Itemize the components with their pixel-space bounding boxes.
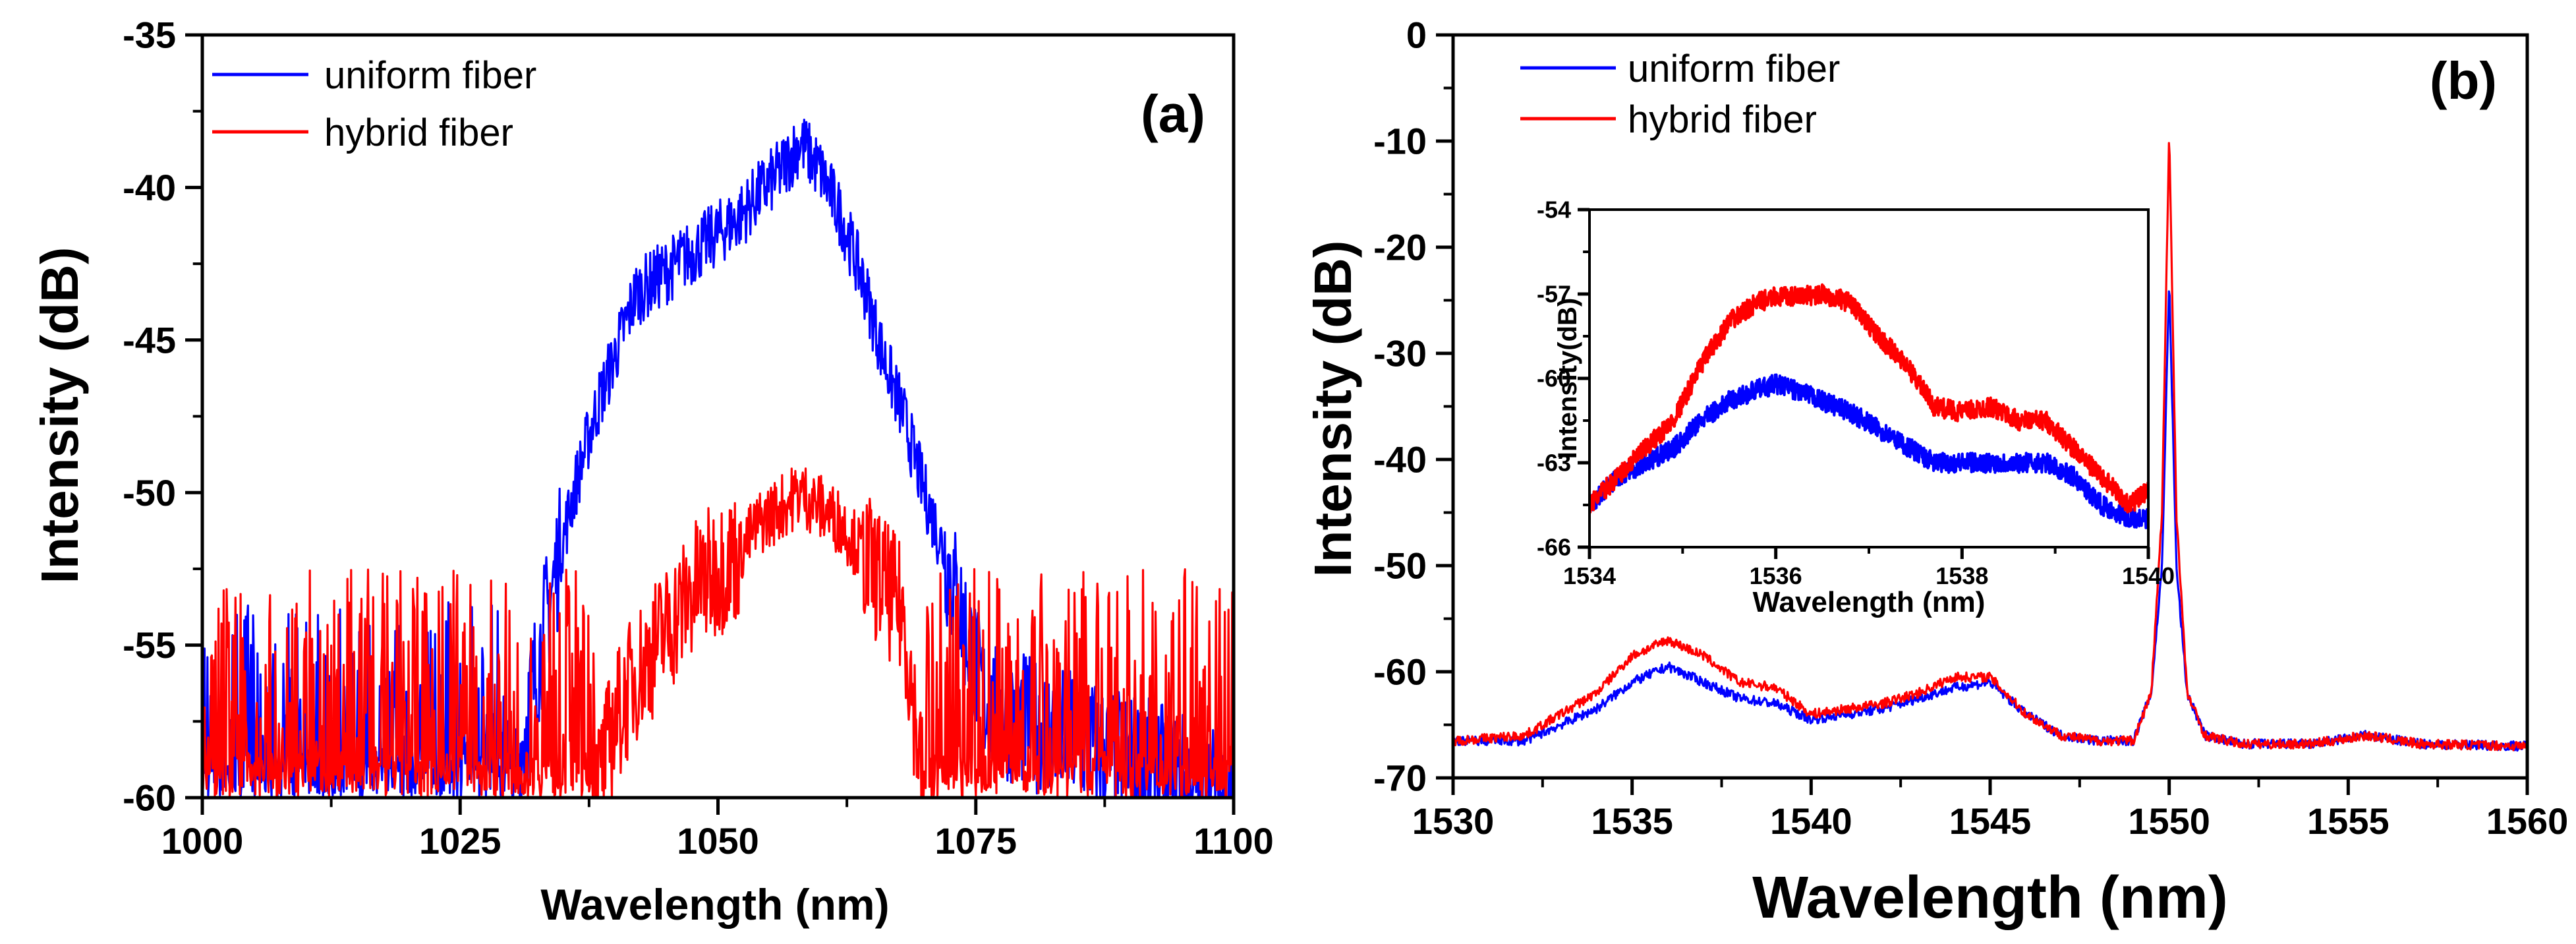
series-line-hybrid-fiber xyxy=(202,467,1234,798)
y-tick-label: -45 xyxy=(123,319,176,361)
inset-series xyxy=(1589,283,2148,529)
y-tick-label: -10 xyxy=(1373,121,1427,162)
x-tick-label: 1025 xyxy=(419,820,501,862)
panel-b-inset: -66 -63 -60 -57 -54 1534 1536 1538 1540 Wavelen… xyxy=(1537,196,2175,618)
panel-a-y-ticks: -60 -55 -50 -45 -40 -35 xyxy=(123,15,202,819)
panel-b-legend-uniform-label: uniform fiber xyxy=(1628,47,1840,90)
y-tick-label: -35 xyxy=(123,15,176,56)
panel-a-label: (a) xyxy=(1141,84,1205,143)
panel-a-legend-hybrid-label: hybrid fiber xyxy=(324,111,513,154)
panel-a-legend-uniform-label: uniform fiber xyxy=(324,54,536,97)
panel-b-series xyxy=(1453,142,2527,752)
series-line-uniform-fiber xyxy=(1589,373,2148,529)
x-tick-label: 1535 xyxy=(1591,800,1673,842)
panel-b-x-axis-title: Wavelength (nm) xyxy=(1752,865,2228,931)
inset-x-axis-title: Wavelength (nm) xyxy=(1753,586,1986,618)
y-tick-label: -54 xyxy=(1537,196,1571,223)
panel-b-label: (b) xyxy=(2430,51,2497,110)
y-tick-label: -30 xyxy=(1373,333,1427,374)
panel-a-legend: uniform fiber hybrid fiber xyxy=(212,54,536,154)
y-tick-label: -57 xyxy=(1537,281,1571,308)
y-tick-label: -50 xyxy=(1373,545,1427,587)
panel-a-x-axis-title: Wavelength (nm) xyxy=(540,880,889,929)
y-tick-label: 0 xyxy=(1406,15,1427,56)
x-tick-label: 1100 xyxy=(1193,820,1274,862)
y-tick-label: -60 xyxy=(1537,365,1571,392)
x-tick-label: 1550 xyxy=(2128,800,2210,842)
x-tick-label: 1530 xyxy=(1412,800,1495,842)
panel-b-legend-hybrid-label: hybrid fiber xyxy=(1628,98,1817,141)
y-tick-label: -40 xyxy=(123,167,176,208)
x-tick-label: 1538 xyxy=(1935,562,1988,589)
x-tick-label: 1536 xyxy=(1750,562,1802,589)
panel-b-y-axis-title: Intensity (dB) xyxy=(1303,240,1362,577)
panel-a-y-axis-title: Intensity (dB) xyxy=(30,247,89,583)
y-tick-label: -63 xyxy=(1537,450,1571,477)
y-tick-label: -60 xyxy=(123,777,176,819)
x-tick-label: 1545 xyxy=(1949,800,2032,842)
y-tick-label: -70 xyxy=(1373,757,1427,799)
x-tick-label: 1540 xyxy=(2122,562,2175,589)
inset-y-ticks: -66 -63 -60 -57 -54 xyxy=(1537,196,1589,561)
x-tick-label: 1560 xyxy=(2486,800,2569,842)
panel-a-series xyxy=(202,119,1234,798)
y-tick-label: -40 xyxy=(1373,439,1427,481)
panel-b-legend: uniform fiber hybrid fiber xyxy=(1520,47,1840,141)
inset-background xyxy=(1589,210,2148,547)
inset-y-axis-title: Intensity(dB) xyxy=(1553,298,1582,459)
panel-b: -70-60-50-40-30-20-100 1530 1535 1540 1545 1… xyxy=(1303,15,2568,931)
panel-b-y-ticks: -70 -60 -50 -40 -30 -20 -10 0 xyxy=(1373,15,1453,799)
x-tick-label: 1534 xyxy=(1563,562,1616,589)
series-line-hybrid-fiber xyxy=(1589,283,2148,515)
inset-x-ticks: 1534 1536 1538 1540 xyxy=(1563,547,2175,589)
panel-a-x-ticks: 1000 1025 1050 1075 1100 xyxy=(161,798,1274,862)
x-tick-label: 1540 xyxy=(1770,800,1852,842)
series-line-hybrid-fiber xyxy=(1453,142,2527,752)
x-tick-label: 1000 xyxy=(161,820,244,862)
panel-a: -60-55-50-45-40-35 1000 1025 1050 1075 1100 … xyxy=(30,15,1274,929)
y-tick-label: -66 xyxy=(1537,534,1571,561)
x-tick-label: 1075 xyxy=(934,820,1017,862)
panel-b-x-ticks: 1530 1535 1540 1545 1550 1555 1560 xyxy=(1412,778,2569,842)
y-tick-label: -55 xyxy=(123,624,176,666)
y-tick-label: -60 xyxy=(1373,651,1427,693)
x-tick-label: 1555 xyxy=(2307,800,2390,842)
x-tick-label: 1050 xyxy=(677,820,759,862)
y-tick-label: -20 xyxy=(1373,227,1427,268)
y-tick-label: -50 xyxy=(123,472,176,514)
